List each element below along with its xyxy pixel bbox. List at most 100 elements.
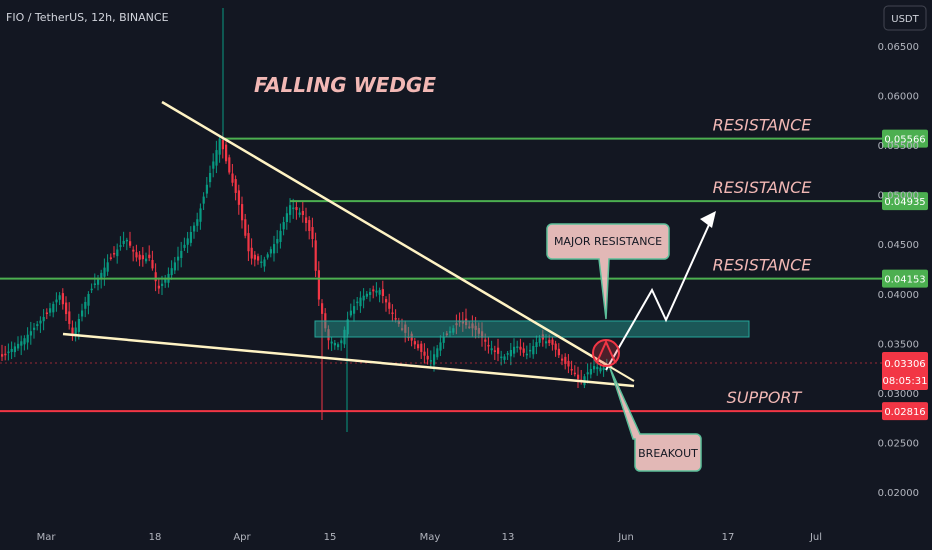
candle-body bbox=[17, 343, 20, 349]
candle-body bbox=[276, 238, 279, 244]
candle-body bbox=[593, 366, 596, 370]
arrowhead-icon bbox=[700, 211, 716, 228]
candle-body bbox=[205, 184, 208, 194]
candle-body bbox=[29, 331, 32, 336]
candle-body bbox=[561, 358, 564, 361]
candle-body bbox=[378, 290, 381, 295]
candle-body bbox=[257, 256, 260, 261]
candle-body bbox=[596, 366, 599, 370]
candle-body bbox=[87, 294, 90, 306]
candle-body bbox=[285, 213, 288, 222]
drawings-layer: MAJOR RESISTANCE BREAKOUT bbox=[62, 100, 750, 472]
candle-body bbox=[404, 324, 407, 333]
candle-body bbox=[164, 278, 167, 283]
candle-body bbox=[244, 219, 247, 236]
candle-body bbox=[468, 326, 471, 329]
candle-body bbox=[349, 310, 352, 316]
candle-body bbox=[52, 303, 55, 313]
wedge-lower-line bbox=[62, 332, 635, 388]
resistance-zone bbox=[314, 320, 750, 338]
candle-body bbox=[455, 323, 458, 326]
last-price-label: 0.03306 bbox=[884, 359, 925, 370]
candle-body bbox=[189, 232, 192, 243]
candle-body bbox=[36, 324, 39, 327]
candle-body bbox=[532, 346, 535, 355]
candle-body bbox=[503, 356, 506, 360]
candle-body bbox=[173, 262, 176, 271]
candle-body bbox=[327, 329, 330, 341]
currency-button[interactable]: USDT bbox=[883, 5, 927, 31]
candle-body bbox=[55, 299, 58, 303]
price-axis[interactable]: 0.06500 0.06000 0.05500 0.05000 0.04500 0.040… bbox=[878, 42, 919, 499]
candle-body bbox=[193, 225, 196, 232]
candle-body bbox=[122, 240, 125, 244]
time-tick-label: 17 bbox=[722, 532, 735, 543]
candle-body bbox=[49, 308, 52, 313]
candle-body bbox=[333, 342, 336, 346]
price-tick-label: 0.05000 bbox=[878, 191, 919, 202]
candle-body bbox=[282, 222, 285, 230]
candle-body bbox=[525, 353, 528, 356]
candle-body bbox=[557, 348, 560, 356]
candle-body bbox=[445, 333, 448, 335]
price-tag bbox=[882, 269, 928, 288]
candle-body bbox=[298, 212, 301, 215]
symbol-title[interactable]: FIO / TetherUS, 12h, BINANCE bbox=[6, 11, 169, 24]
price-tick-label: 0.04500 bbox=[878, 240, 919, 251]
candle-body bbox=[119, 245, 122, 247]
candle-body bbox=[138, 254, 141, 260]
candle-body bbox=[506, 353, 509, 355]
time-tick-label: 15 bbox=[324, 532, 337, 543]
price-tick-label: 0.06500 bbox=[878, 42, 919, 53]
candle-body bbox=[273, 244, 276, 254]
candle-body bbox=[522, 348, 525, 353]
candle-body bbox=[365, 293, 368, 297]
level-lines-layer: 0.05566 RESISTANCE 0.04935 RESISTANCE 0.0415… bbox=[0, 116, 928, 421]
candle-body bbox=[129, 241, 132, 246]
candle-body bbox=[199, 208, 202, 222]
candle-body bbox=[33, 327, 36, 330]
candle-body bbox=[359, 297, 362, 307]
time-tick-label: Apr bbox=[233, 532, 251, 543]
candle-body bbox=[170, 268, 173, 276]
candle-body bbox=[481, 331, 484, 338]
candle-body bbox=[465, 318, 468, 326]
candle-body bbox=[519, 346, 522, 350]
candle-body bbox=[20, 341, 23, 346]
candle-body bbox=[269, 249, 272, 254]
candle-body bbox=[253, 254, 256, 260]
candle-body bbox=[599, 367, 602, 372]
candle-body bbox=[439, 342, 442, 351]
candle-body bbox=[570, 369, 573, 371]
candle-body bbox=[509, 350, 512, 357]
candle-body bbox=[493, 350, 496, 352]
price-tag-label: 0.05566 bbox=[884, 135, 925, 146]
callout-breakout bbox=[609, 367, 702, 472]
candle-body bbox=[433, 354, 436, 365]
candle-body bbox=[385, 299, 388, 303]
candle-body bbox=[577, 374, 580, 379]
candle-body bbox=[71, 327, 74, 334]
candle-body bbox=[487, 344, 490, 347]
candle-body bbox=[106, 262, 109, 272]
candle-body bbox=[234, 179, 237, 193]
candle-body bbox=[372, 289, 375, 292]
candle-body bbox=[551, 339, 554, 345]
candle-body bbox=[263, 259, 266, 267]
candle-body bbox=[260, 261, 263, 264]
candle-body bbox=[141, 255, 144, 260]
candle-body bbox=[74, 327, 77, 334]
candle-body bbox=[292, 207, 295, 210]
countdown-label: 08:05:31 bbox=[883, 376, 928, 387]
price-tag bbox=[882, 129, 928, 148]
price-tick-label: 0.02500 bbox=[878, 438, 919, 449]
time-axis[interactable]: Mar 18 Apr 15 May 13 Jun 17 Jul bbox=[37, 532, 822, 543]
candle-body bbox=[497, 347, 500, 354]
candle-body bbox=[356, 301, 359, 304]
candle-body bbox=[586, 372, 589, 375]
candle-body bbox=[183, 244, 186, 248]
time-tick-label: 18 bbox=[149, 532, 162, 543]
candle-body bbox=[388, 302, 391, 309]
